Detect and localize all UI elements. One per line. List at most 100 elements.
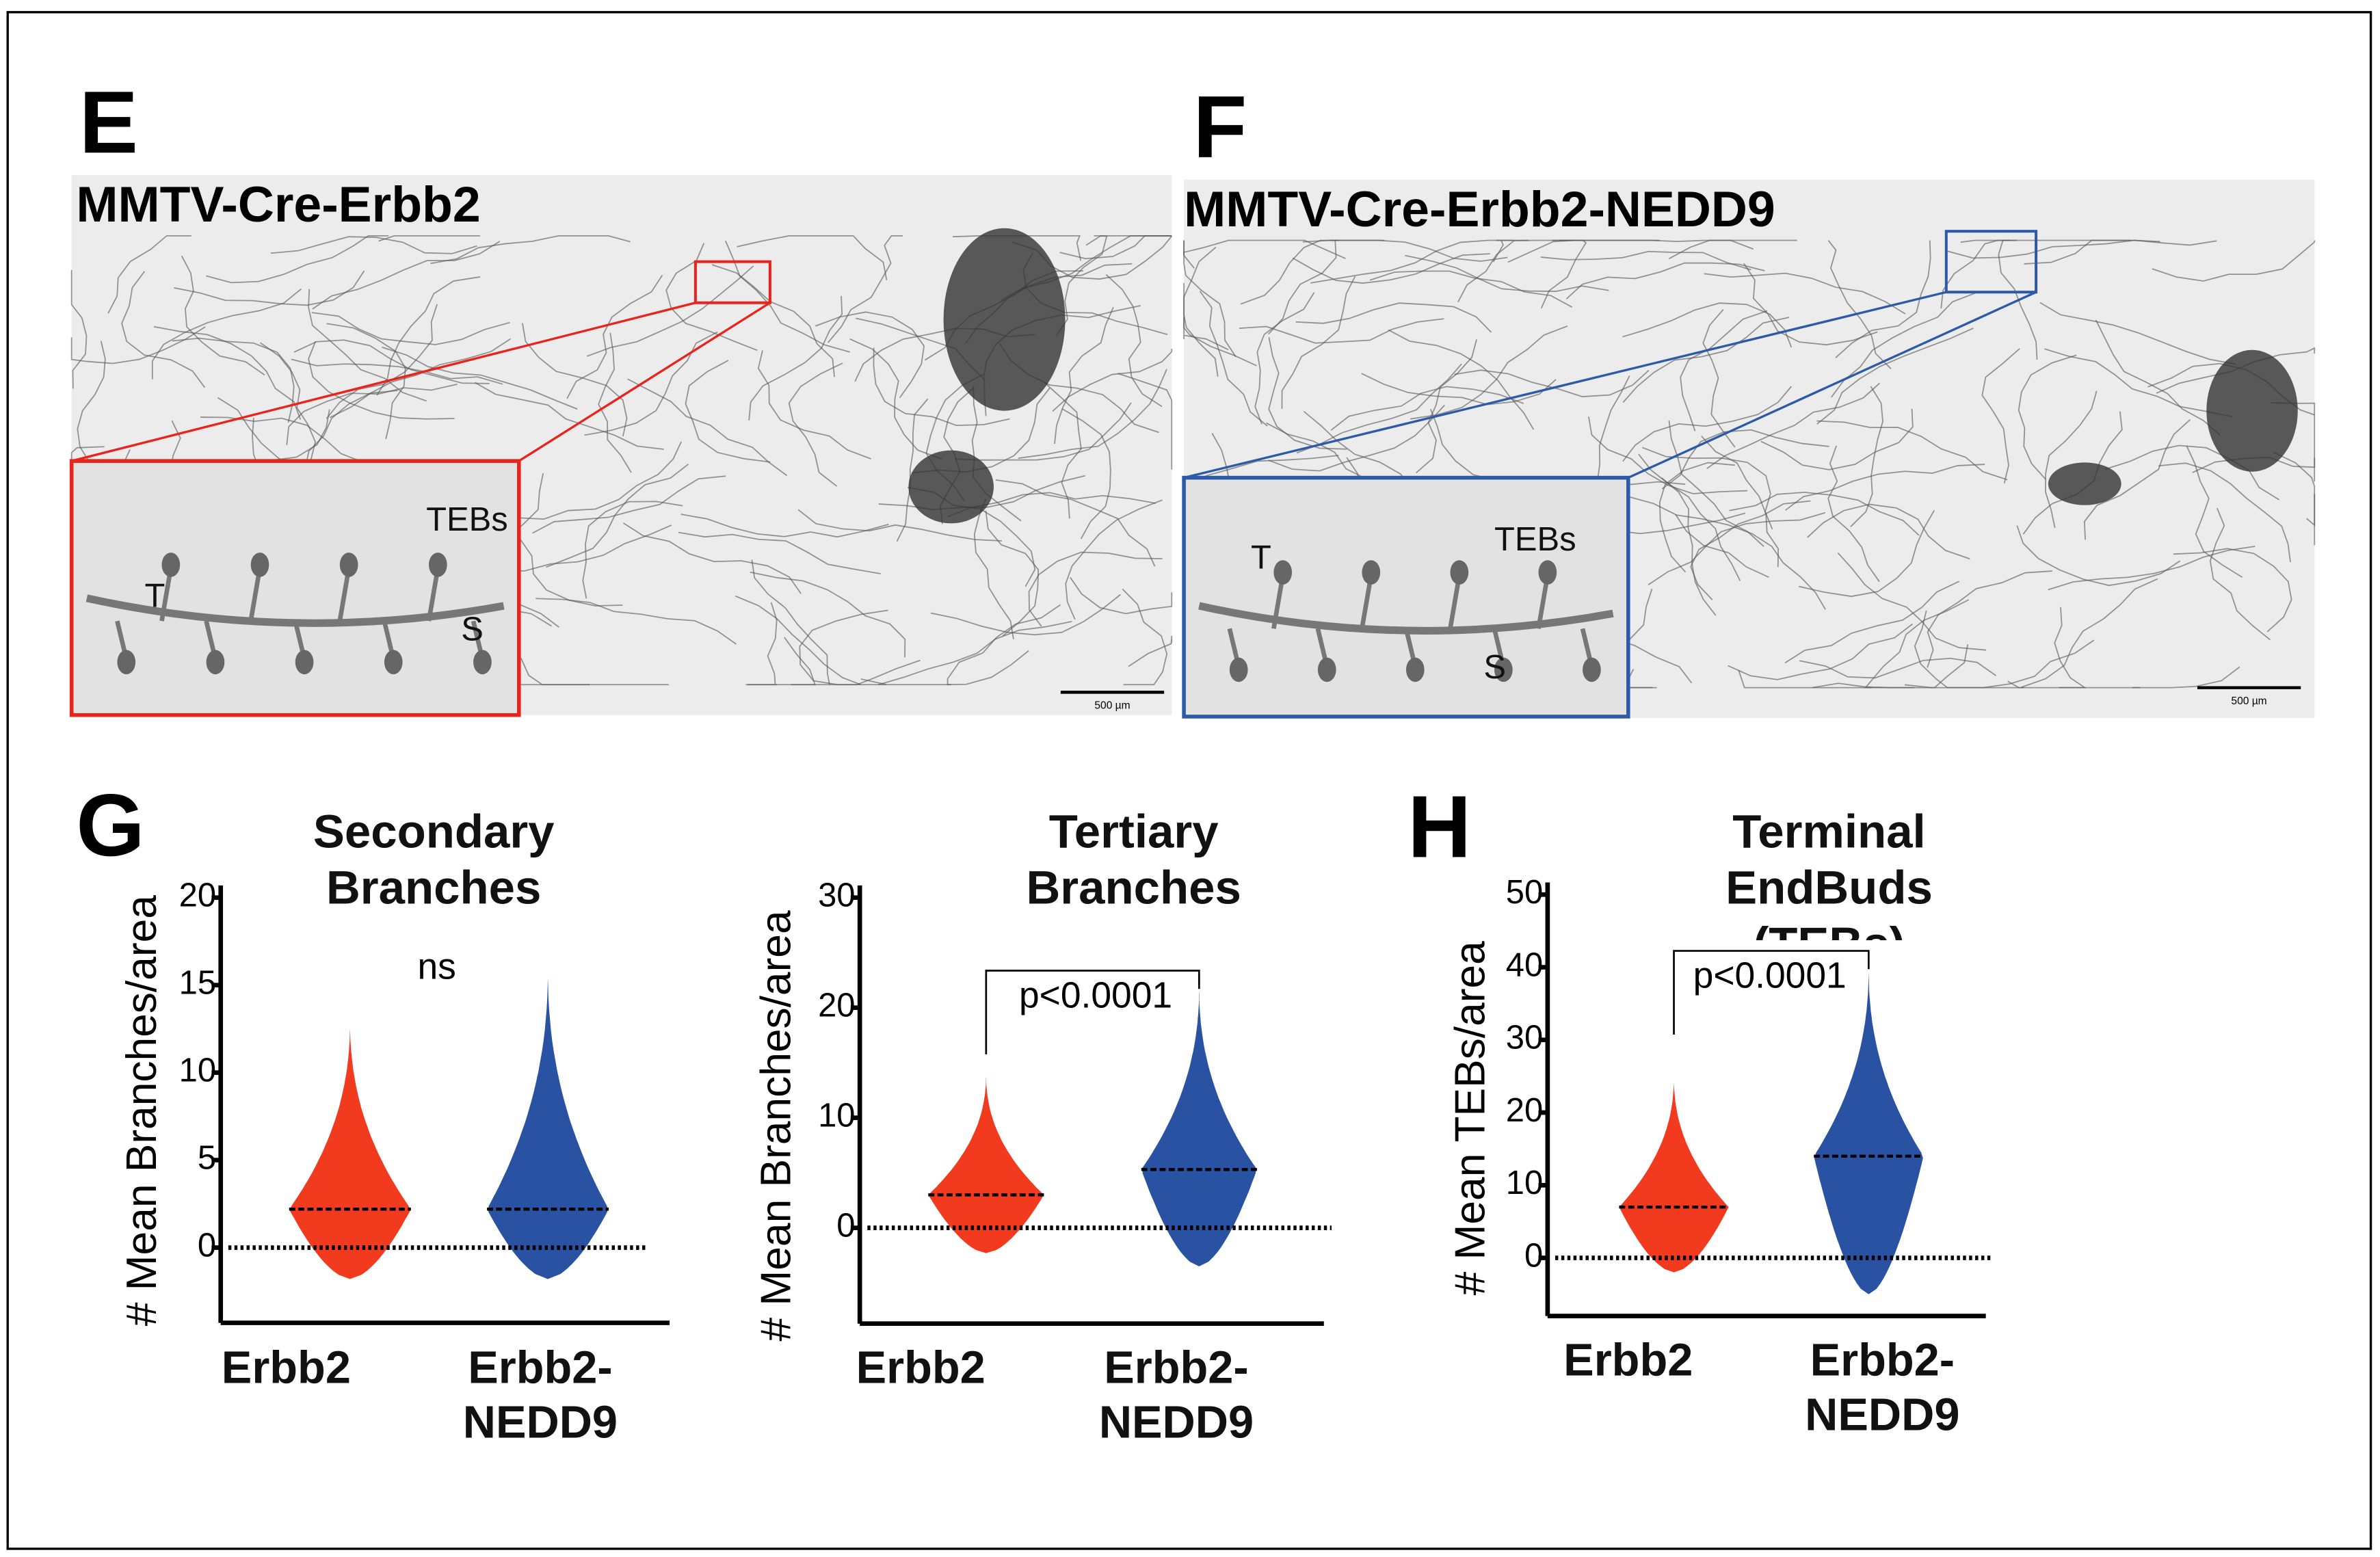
duct <box>1704 272 1906 315</box>
end-bud <box>295 650 314 675</box>
duct <box>566 275 663 399</box>
duct <box>1070 576 1173 615</box>
duct <box>291 358 503 385</box>
duct <box>1105 274 1163 408</box>
duct <box>827 235 903 343</box>
duct <box>1369 270 1573 308</box>
end-bud <box>1229 657 1248 682</box>
duct <box>2095 319 2221 436</box>
duct <box>174 270 365 306</box>
duct <box>1296 363 1462 454</box>
end-bud <box>1583 657 1601 682</box>
duct <box>1281 276 1356 409</box>
panel-title: MMTV-Cre-Erbb2-NEDD9 <box>1184 181 1775 237</box>
duct <box>2152 240 2316 282</box>
duct <box>1960 239 2131 243</box>
duct <box>985 510 1040 637</box>
y-axis-label: # Mean Branches/area <box>753 910 800 1341</box>
duct <box>973 498 1014 639</box>
duct <box>1658 462 1735 573</box>
duct <box>2044 390 2098 529</box>
duct <box>520 658 669 686</box>
duct <box>757 350 871 460</box>
duct <box>376 276 481 396</box>
duct <box>172 337 295 423</box>
inset-label: TEBs <box>426 501 508 538</box>
category-label-box: Erbb2-NEDD9 <box>1805 1335 1960 1441</box>
duct <box>430 235 631 265</box>
duct <box>121 271 206 388</box>
end-bud <box>339 553 358 577</box>
chart-title-box: Terminal EndBuds (TEBs) <box>1726 804 1933 940</box>
zoom-box <box>693 260 771 304</box>
duct <box>750 571 906 658</box>
duct <box>1799 657 1997 679</box>
duct <box>107 235 191 314</box>
duct <box>1904 639 2095 689</box>
category-label: Erbb2 <box>856 1343 986 1394</box>
duct <box>260 342 319 478</box>
y-tick-label: 10 <box>1506 1165 1543 1201</box>
duct <box>2021 578 2158 688</box>
duct <box>1785 464 1985 511</box>
duct <box>711 264 835 377</box>
duct <box>1812 644 1969 689</box>
category-label-box: Erbb2-NEDD9 <box>463 1343 618 1448</box>
duct <box>522 323 628 437</box>
violin <box>1619 1076 1729 1273</box>
duct <box>1507 239 1660 263</box>
duct <box>1122 588 1168 686</box>
end-bud <box>384 650 403 675</box>
duct <box>1743 263 1878 346</box>
duct <box>873 347 1010 426</box>
duct <box>329 338 512 418</box>
inset-label: S <box>461 611 484 648</box>
duct <box>1268 404 1445 472</box>
duct <box>1827 239 1892 369</box>
end-bud <box>161 553 181 577</box>
duct <box>1816 420 2008 481</box>
duct <box>474 382 664 450</box>
panel-letter: G <box>76 776 144 875</box>
violin <box>488 968 608 1279</box>
duct <box>748 295 843 421</box>
duct <box>532 475 726 534</box>
inset-label: T <box>1251 540 1271 576</box>
y-tick-label: 10 <box>818 1097 855 1134</box>
duct <box>1702 309 1736 448</box>
category-label: Erbb2-NEDD9 <box>1805 1335 1960 1441</box>
duct <box>516 441 683 520</box>
chart-title: Terminal EndBuds (TEBs) <box>1726 804 1933 940</box>
duct <box>1601 496 1769 578</box>
duct <box>627 378 788 477</box>
duct <box>860 650 1029 686</box>
duct <box>622 522 802 594</box>
annotation: ns <box>417 946 455 987</box>
zoom-box <box>1944 230 2038 294</box>
duct <box>1622 302 1793 348</box>
duct <box>1837 552 1987 651</box>
duct <box>1310 239 1513 284</box>
violin <box>1814 967 1923 1294</box>
y-tick-label: 0 <box>836 1208 855 1245</box>
duct <box>896 398 929 542</box>
duct <box>1799 510 1935 598</box>
duct <box>2039 302 2236 365</box>
duct <box>737 235 888 281</box>
duct <box>1998 239 2038 360</box>
duct <box>954 402 1132 461</box>
duct <box>598 332 632 473</box>
duct <box>153 325 302 420</box>
panel-letter: F <box>1193 78 1247 176</box>
duct <box>735 595 887 686</box>
duct <box>930 594 1121 636</box>
duct <box>1668 239 1797 260</box>
duct <box>751 559 830 685</box>
duct <box>1018 369 1167 459</box>
y-tick-label: 10 <box>179 1052 216 1089</box>
duct <box>1784 581 1960 664</box>
duct <box>1183 239 1346 259</box>
zoom-line <box>518 302 771 462</box>
duct <box>1028 551 1163 627</box>
